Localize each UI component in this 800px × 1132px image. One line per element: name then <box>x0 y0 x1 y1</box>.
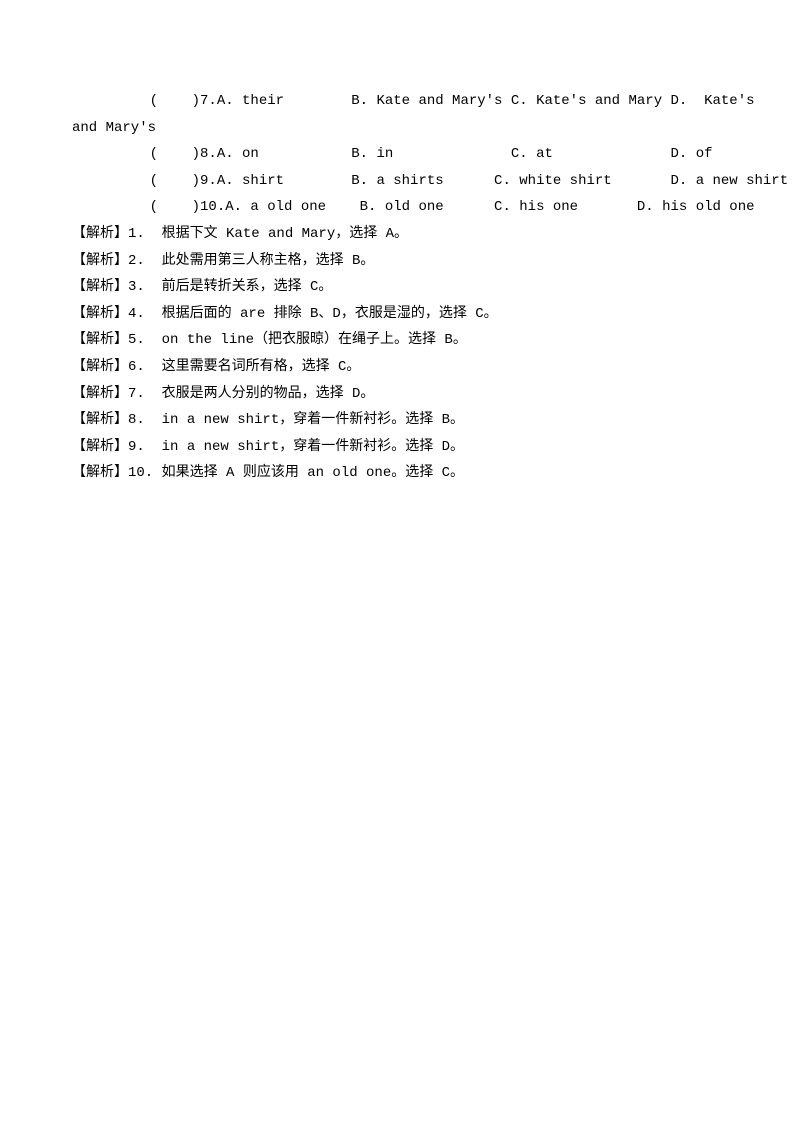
analysis-text: 根据后面的 are 排除 B、D，衣服是湿的，选择 C。 <box>145 306 498 322</box>
analysis-text: 如果选择 A 则应该用 an old one。选择 C。 <box>153 465 464 481</box>
analysis-7: 【解析】7. 衣服是两人分别的物品，选择 D。 <box>72 381 728 408</box>
analysis-label: 【解析】5. <box>72 332 145 348</box>
analysis-text: 根据下文 Kate and Mary，选择 A。 <box>145 226 408 242</box>
analysis-1: 【解析】1. 根据下文 Kate and Mary，选择 A。 <box>72 221 728 248</box>
analysis-label: 【解析】8. <box>72 412 145 428</box>
analysis-4: 【解析】4. 根据后面的 are 排除 B、D，衣服是湿的，选择 C。 <box>72 301 728 328</box>
question-9-line1: ( )9.A. shirt B. a shirts C. white shirt… <box>72 168 728 195</box>
analysis-9: 【解析】9. in a new shirt，穿着一件新衬衫。选择 D。 <box>72 434 728 461</box>
analysis-label: 【解析】3. <box>72 279 145 295</box>
analysis-label: 【解析】7. <box>72 386 145 402</box>
analysis-text: on the line（把衣服晾）在绳子上。选择 B。 <box>145 332 467 348</box>
analysis-text: 此处需用第三人称主格，选择 B。 <box>145 253 375 269</box>
analysis-text: in a new shirt，穿着一件新衬衫。选择 B。 <box>145 412 464 428</box>
analysis-text: in a new shirt，穿着一件新衬衫。选择 D。 <box>145 439 464 455</box>
analysis-3: 【解析】3. 前后是转折关系，选择 C。 <box>72 274 728 301</box>
analysis-label: 【解析】10. <box>72 465 153 481</box>
analysis-label: 【解析】4. <box>72 306 145 322</box>
analysis-6: 【解析】6. 这里需要名词所有格，选择 C。 <box>72 354 728 381</box>
analysis-10: 【解析】10. 如果选择 A 则应该用 an old one。选择 C。 <box>72 460 728 487</box>
question-8-line1: ( )8.A. on B. in C. at D. of <box>72 141 728 168</box>
question-7-line2: and Mary's <box>72 115 728 142</box>
analysis-text: 衣服是两人分别的物品，选择 D。 <box>145 386 375 402</box>
analysis-8: 【解析】8. in a new shirt，穿着一件新衬衫。选择 B。 <box>72 407 728 434</box>
analysis-5: 【解析】5. on the line（把衣服晾）在绳子上。选择 B。 <box>72 327 728 354</box>
analysis-text: 前后是转折关系，选择 C。 <box>145 279 333 295</box>
analysis-label: 【解析】1. <box>72 226 145 242</box>
analysis-text: 这里需要名词所有格，选择 C。 <box>145 359 361 375</box>
question-7-line1: ( )7.A. their B. Kate and Mary's C. Kate… <box>72 88 728 115</box>
question-10-line1: ( )10.A. a old one B. old one C. his one… <box>72 194 728 221</box>
analysis-2: 【解析】2. 此处需用第三人称主格，选择 B。 <box>72 248 728 275</box>
analysis-label: 【解析】2. <box>72 253 145 269</box>
analysis-label: 【解析】9. <box>72 439 145 455</box>
document-page: ( )7.A. their B. Kate and Mary's C. Kate… <box>0 0 800 1132</box>
analysis-label: 【解析】6. <box>72 359 145 375</box>
